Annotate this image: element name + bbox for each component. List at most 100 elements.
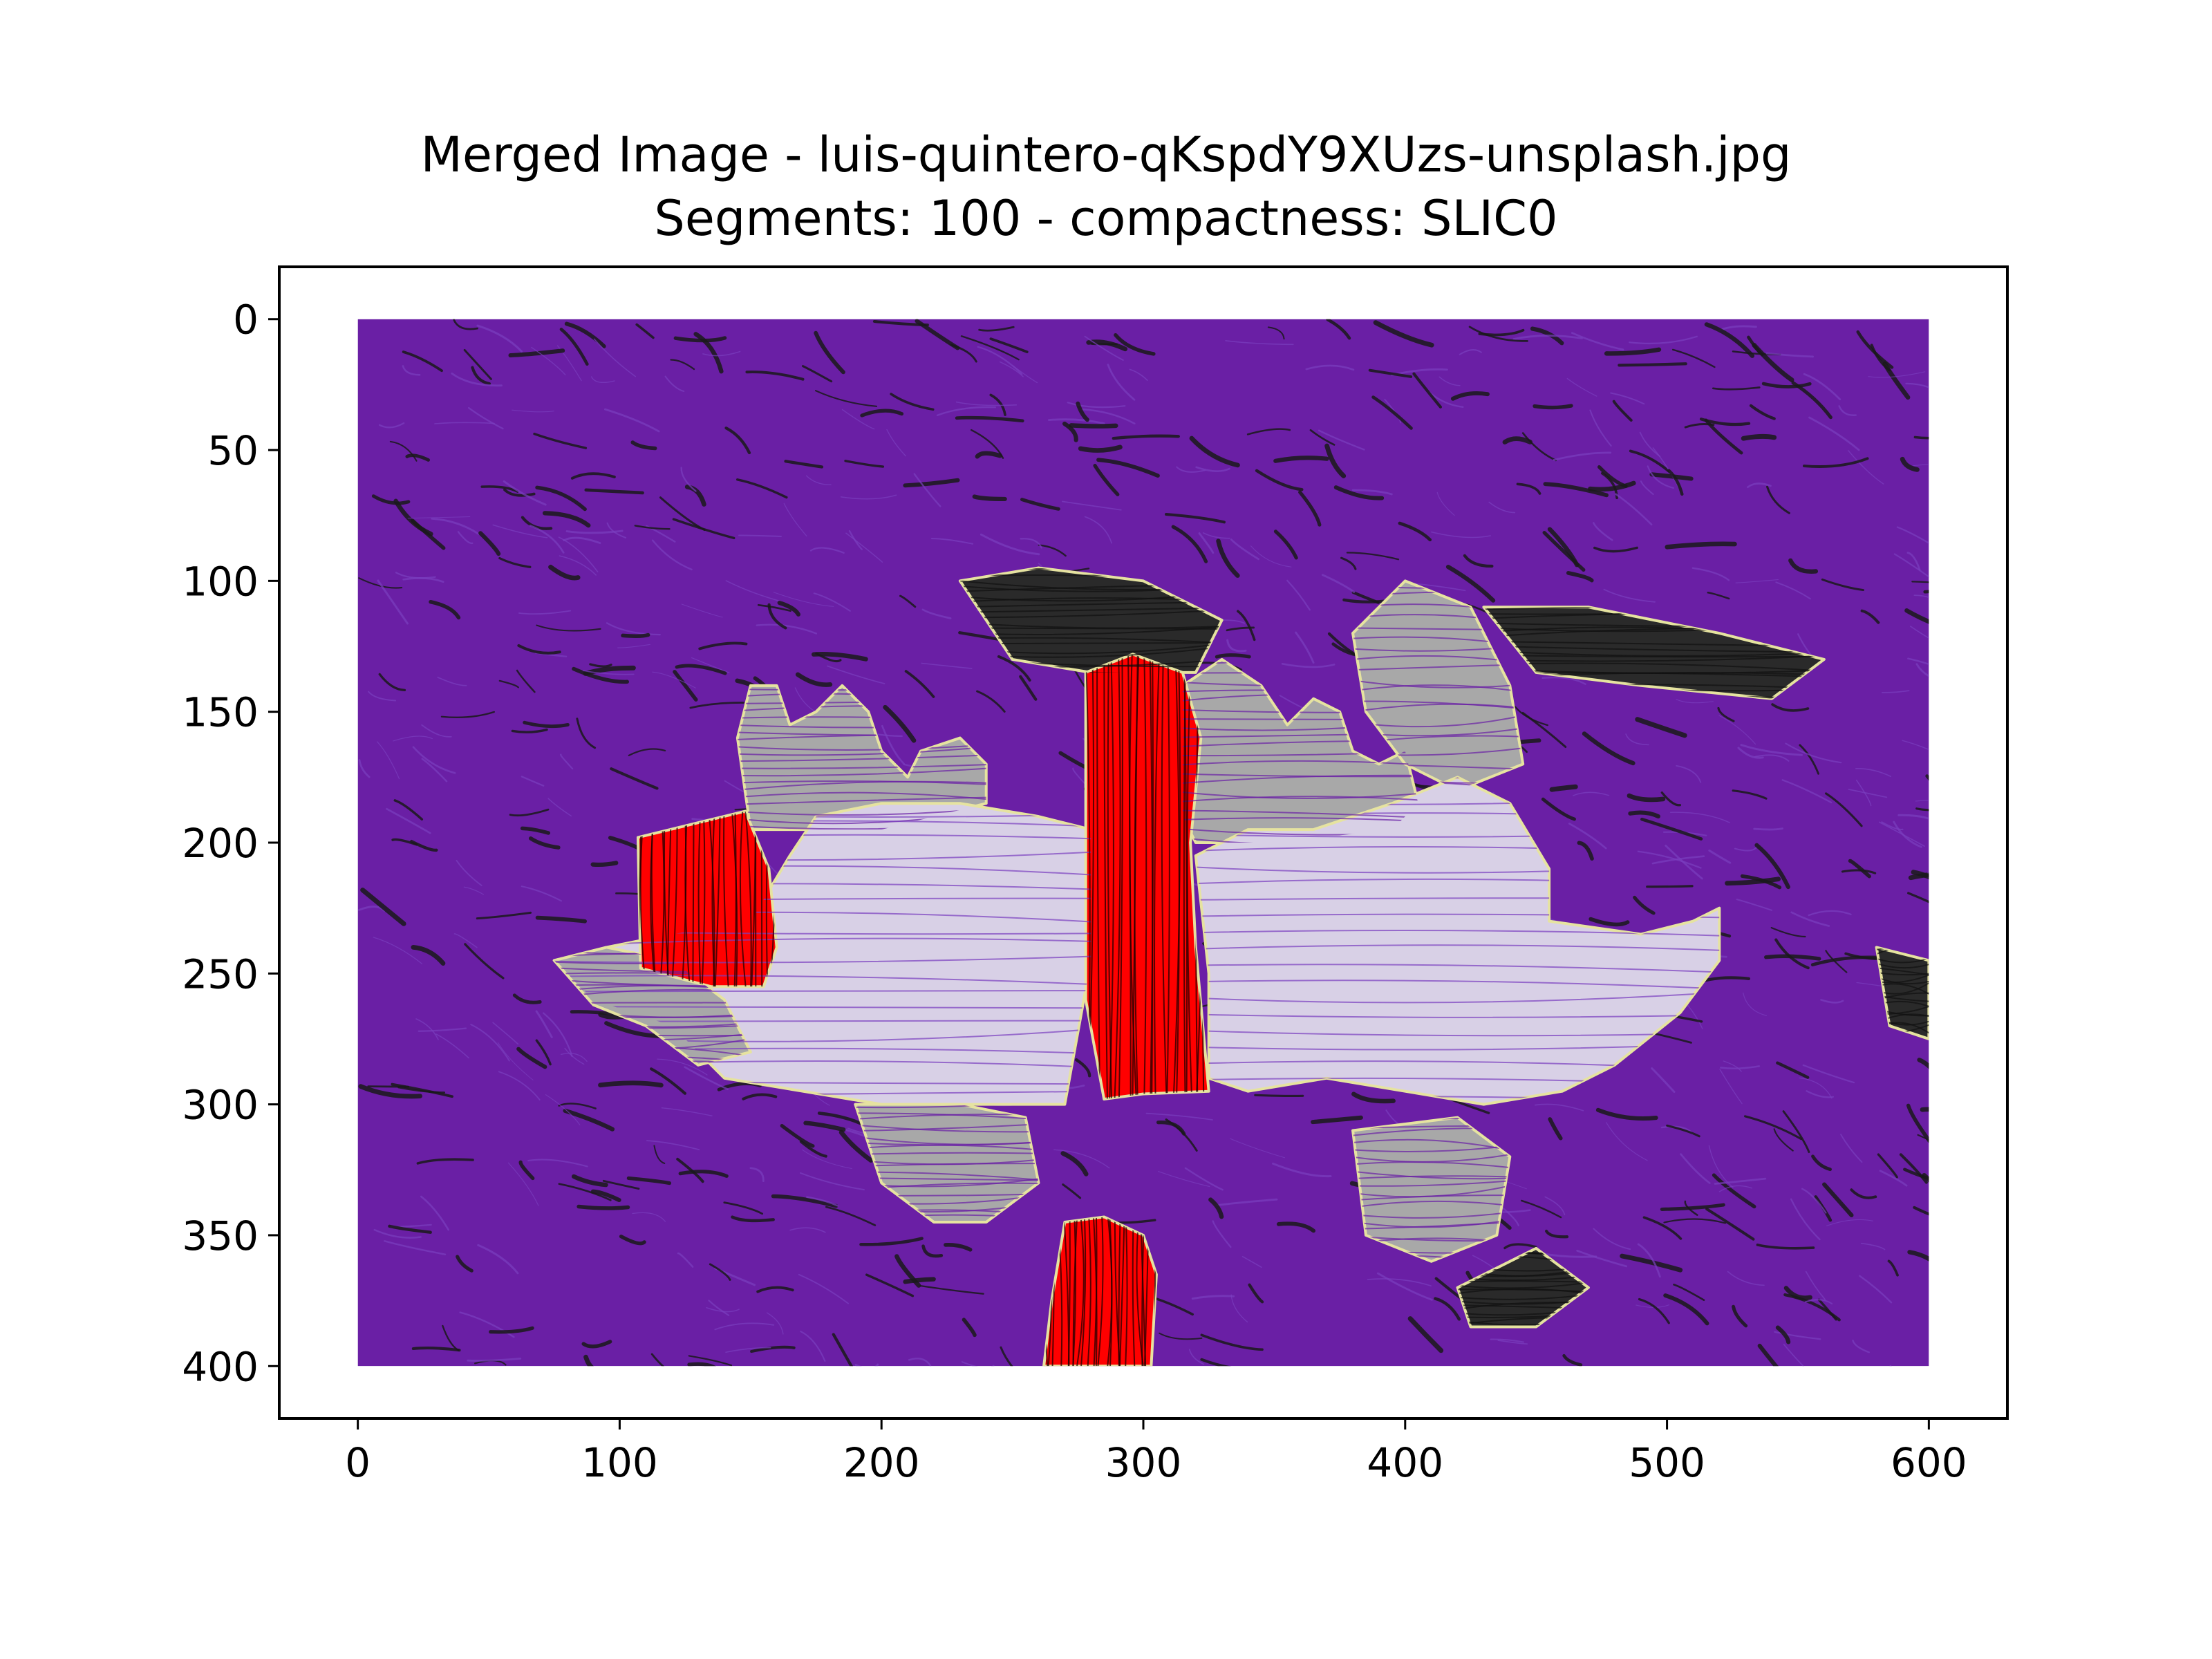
texture-streak: [1660, 1203, 1725, 1211]
texture-streak: [848, 529, 863, 550]
texture-streak: [1490, 1338, 1524, 1343]
region-streak: [1166, 654, 1170, 1100]
texture-streak: [691, 657, 730, 673]
texture-streak: [1841, 869, 1877, 874]
texture-streak: [1783, 1343, 1804, 1367]
texture-streak: [621, 632, 650, 638]
texture-streak: [527, 1159, 588, 1168]
texture-streak: [1736, 899, 1773, 911]
texture-streak: [1606, 1122, 1648, 1161]
texture-streak: [1053, 1149, 1110, 1169]
x-tick-label: 300: [1105, 1439, 1182, 1486]
texture-streak: [750, 1345, 796, 1353]
texture-streak: [1276, 1221, 1316, 1233]
texture-streak: [1501, 1206, 1519, 1227]
texture-streak: [1512, 335, 1583, 340]
region-streak: [737, 767, 986, 777]
texture-streak: [673, 336, 727, 343]
texture-streak: [725, 580, 782, 602]
texture-streak: [1727, 1271, 1765, 1286]
texture-streak: [1907, 892, 1929, 903]
texture-streak: [1665, 845, 1703, 880]
texture-streak: [1184, 1167, 1224, 1191]
texture-streak: [899, 594, 917, 608]
texture-streak: [1112, 434, 1180, 440]
texture-streak: [1663, 1218, 1726, 1224]
texture-streak: [1048, 418, 1105, 425]
texture-streak: [1062, 1183, 1082, 1199]
texture-streak: [1761, 382, 1812, 388]
texture-streak: [1773, 1128, 1794, 1152]
texture-streak: [1790, 911, 1830, 927]
texture-streak: [407, 516, 471, 519]
texture-streak: [570, 472, 616, 480]
texture-streak: [1588, 480, 1636, 492]
region-streak: [1172, 654, 1181, 1100]
segment-region-red: [1042, 1215, 1158, 1367]
texture-streak: [1900, 456, 1920, 472]
region-streak-group: [1195, 777, 1720, 1103]
texture-streak: [1593, 546, 1638, 553]
texture-streak: [1072, 767, 1086, 785]
texture-streak: [702, 350, 741, 357]
texture-streak: [745, 371, 805, 381]
region-streak: [1353, 1145, 1510, 1152]
texture-streak: [604, 408, 660, 433]
texture-streak: [1908, 872, 1929, 881]
texture-streak: [955, 415, 1024, 423]
texture-streak: [518, 1160, 535, 1181]
texture-streak: [1096, 458, 1160, 478]
texture-streak: [789, 1227, 826, 1233]
texture-streak: [1822, 1182, 1854, 1217]
texture-streak: [393, 735, 433, 742]
texture-streak: [470, 1024, 510, 1062]
texture-streak: [1749, 404, 1776, 420]
texture-streak: [677, 1252, 694, 1268]
texture-streak: [559, 555, 597, 576]
texture-streak: [464, 943, 505, 980]
texture-streak: [1850, 1188, 1877, 1199]
region-streak: [855, 1124, 1039, 1133]
texture-streak: [1637, 850, 1702, 869]
texture-streak: [1651, 1067, 1676, 1094]
texture-streak: [412, 746, 456, 774]
texture-streak: [803, 1121, 846, 1132]
region-streak: [737, 744, 986, 751]
texture-streak: [1774, 1331, 1821, 1340]
texture-streak: [908, 1358, 932, 1367]
texture-streak: [714, 1322, 775, 1331]
texture-streak: [492, 1022, 519, 1045]
texture-streak: [651, 539, 693, 571]
texture-streak: [431, 517, 480, 536]
texture-streak: [560, 1053, 588, 1062]
texture-streak: [1588, 917, 1630, 927]
texture-streak: [1799, 1077, 1833, 1099]
region-streak: [1134, 654, 1140, 1100]
texture-streak: [1897, 814, 1929, 820]
texture-streak: [708, 1300, 730, 1316]
region-streak: [1353, 1175, 1510, 1180]
texture-streak: [411, 944, 446, 966]
texture-streak: [1817, 1298, 1837, 1321]
texture-streak: [528, 836, 561, 850]
texture-streak: [1669, 812, 1730, 823]
texture-streak: [1806, 1090, 1835, 1098]
texture-streak: [402, 350, 443, 373]
texture-streak: [477, 1244, 519, 1275]
texture-streak: [773, 592, 834, 607]
texture-streak: [1770, 926, 1806, 938]
texture-streak: [1791, 381, 1833, 420]
texture-streak: [457, 531, 474, 545]
texture-streak: [1905, 382, 1929, 388]
texture-streak: [628, 748, 666, 756]
region-streak: [959, 607, 1222, 613]
texture-streak: [471, 366, 491, 386]
texture-streak: [1200, 1333, 1264, 1351]
texture-streak: [377, 579, 409, 625]
texture-streak: [1514, 706, 1549, 727]
x-tick-label: 400: [1367, 1439, 1443, 1486]
texture-streak: [997, 655, 1031, 682]
texture-streak: [1870, 344, 1891, 372]
texture-streak: [619, 1235, 646, 1246]
texture-streak: [492, 524, 548, 538]
